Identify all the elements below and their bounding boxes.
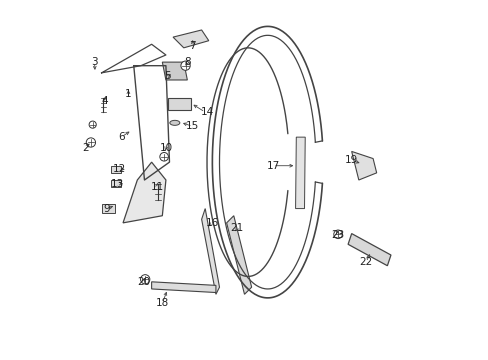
Bar [102,204,115,213]
Polygon shape [173,30,208,48]
Circle shape [160,153,168,161]
Polygon shape [151,282,216,293]
Text: 11: 11 [150,182,163,192]
Text: 15: 15 [186,121,199,131]
Ellipse shape [169,120,180,125]
Text: 1: 1 [125,89,131,99]
Polygon shape [347,234,390,266]
Text: 17: 17 [266,161,279,171]
Text: 23: 23 [330,230,343,240]
Circle shape [181,61,190,70]
Text: 10: 10 [159,143,172,153]
Polygon shape [226,216,251,294]
Text: 8: 8 [183,57,190,67]
Circle shape [140,275,149,284]
Text: 20: 20 [137,277,150,287]
Polygon shape [295,137,305,208]
Text: 6: 6 [118,132,124,142]
Text: 13: 13 [111,179,124,189]
Polygon shape [162,62,187,80]
Text: 14: 14 [200,107,213,117]
Text: 3: 3 [91,57,98,67]
Text: 22: 22 [359,257,372,267]
Text: 4: 4 [102,96,108,107]
Polygon shape [123,162,165,223]
Text: 12: 12 [113,164,126,174]
Text: 7: 7 [189,41,196,51]
Text: 19: 19 [345,156,358,165]
Text: 18: 18 [155,298,169,308]
Circle shape [89,121,96,128]
Bar [110,166,121,173]
Polygon shape [201,208,219,294]
Text: 9: 9 [103,203,110,213]
Bar [110,180,121,187]
Circle shape [333,230,342,239]
Polygon shape [351,152,376,180]
Bar [167,98,190,111]
Text: 16: 16 [205,218,219,228]
Text: 5: 5 [164,71,171,81]
Circle shape [86,138,95,147]
Text: 21: 21 [230,223,244,233]
Text: 2: 2 [82,143,89,153]
